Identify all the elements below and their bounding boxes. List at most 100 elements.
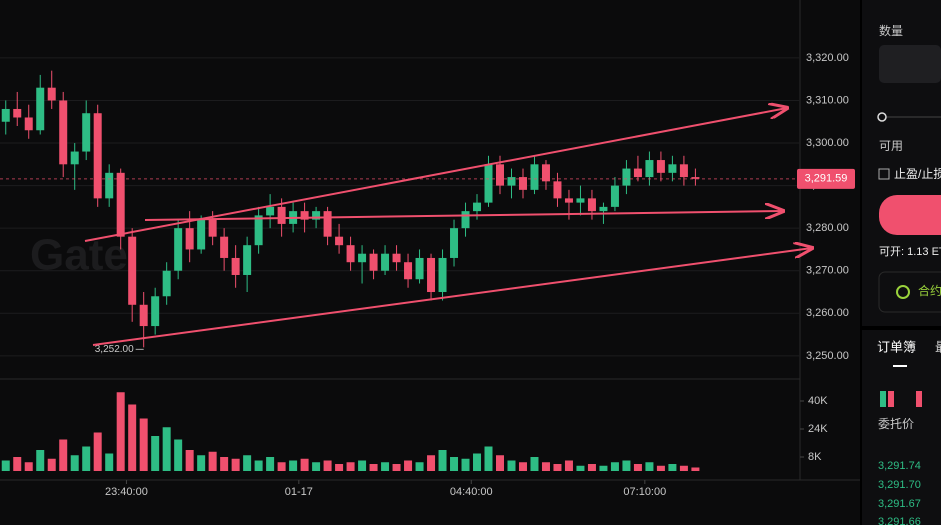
candle-body xyxy=(381,253,390,271)
candle-body xyxy=(24,117,33,131)
quantity-input[interactable] xyxy=(879,45,941,83)
candle-body xyxy=(691,177,700,179)
candle-body xyxy=(59,100,68,165)
volume-bar xyxy=(450,457,459,471)
tpsl-checkbox[interactable] xyxy=(878,168,890,180)
volume-bar xyxy=(404,460,413,471)
volume-bar xyxy=(323,460,332,471)
volume-bar xyxy=(668,464,677,471)
orderbook-tab[interactable]: 订单簿 xyxy=(877,339,916,354)
bid-price: 3,291.66 xyxy=(878,516,921,525)
volume-bar xyxy=(300,458,309,471)
volume-bar xyxy=(220,457,229,471)
volume-bar xyxy=(484,446,493,471)
volume-bar xyxy=(277,462,286,471)
candle-body xyxy=(633,168,642,178)
candle-body xyxy=(231,257,240,275)
volume-bar xyxy=(139,418,148,471)
can-open: 可开: 1.13 ET xyxy=(879,246,941,258)
volume-bar xyxy=(553,464,562,471)
y-tick-label: 3,320.00 xyxy=(806,52,849,64)
volume-bar xyxy=(427,455,436,471)
candle-body xyxy=(461,211,470,229)
volume-bar xyxy=(564,460,573,471)
candle-body xyxy=(116,172,125,237)
candle-body xyxy=(151,296,160,327)
panel-gap xyxy=(862,326,941,330)
candle-body xyxy=(427,257,436,293)
candle-body xyxy=(484,164,493,203)
candle-body xyxy=(656,160,665,173)
contract-box[interactable] xyxy=(878,271,941,313)
x-tick-label: 01-17 xyxy=(285,486,313,498)
x-tick-label: 07:10:00 xyxy=(623,486,666,498)
volume-bar xyxy=(335,464,344,471)
candle-body xyxy=(587,198,596,212)
candle-body xyxy=(599,206,608,212)
volume-bar xyxy=(128,404,137,471)
candle-body xyxy=(105,172,114,199)
candle-body xyxy=(404,262,413,280)
candle-body xyxy=(36,87,45,131)
volume-bar xyxy=(369,464,378,471)
slider-knob[interactable] xyxy=(877,112,887,122)
second-tab[interactable]: 最 xyxy=(935,339,941,354)
last-price-tag xyxy=(797,168,855,189)
volume-bar xyxy=(24,462,33,471)
candle-body xyxy=(323,211,332,237)
candle-body xyxy=(541,164,550,182)
volume-bar xyxy=(116,392,125,471)
candle-body xyxy=(185,228,194,250)
open-button[interactable] xyxy=(879,195,941,235)
volume-bar xyxy=(47,458,56,471)
candle-body xyxy=(346,245,355,263)
volume-bar xyxy=(197,455,206,471)
candle-body xyxy=(679,164,688,178)
bid-price: 3,291.67 xyxy=(878,498,921,510)
volume-bar xyxy=(93,432,102,471)
x-tick-label: 04:40:00 xyxy=(450,486,493,498)
candle-body xyxy=(139,304,148,327)
candle-body xyxy=(335,236,344,246)
candle-body xyxy=(668,164,677,173)
candle-body xyxy=(564,198,573,203)
candle-body xyxy=(438,257,447,293)
volume-tick-label: 8K xyxy=(808,451,822,463)
trend-line xyxy=(92,248,812,346)
volume-bar xyxy=(461,458,470,471)
candle-body xyxy=(208,219,217,237)
volume-bar xyxy=(541,462,550,471)
side-panel xyxy=(862,0,941,525)
volume-bar xyxy=(518,462,527,471)
volume-bar xyxy=(679,465,688,471)
candle-body xyxy=(576,198,585,203)
volume-bar xyxy=(622,460,631,471)
candle-body xyxy=(622,168,631,186)
low-marker-label: 3,252.00 xyxy=(95,344,134,355)
volume-bar xyxy=(162,427,171,471)
candle-body xyxy=(530,164,539,190)
volume-bar xyxy=(289,460,298,471)
volume-bar xyxy=(70,455,79,471)
view-icon[interactable] xyxy=(916,391,922,407)
volume-bar xyxy=(576,465,585,471)
view-icon[interactable] xyxy=(880,391,886,407)
volume-bar xyxy=(1,460,10,471)
view-icon[interactable] xyxy=(888,391,894,407)
y-tick-label: 3,300.00 xyxy=(806,137,849,149)
y-tick-label: 3,280.00 xyxy=(806,222,849,234)
candle-body xyxy=(82,113,91,152)
candle-body xyxy=(645,160,654,178)
x-tick-label: 23:40:00 xyxy=(105,486,148,498)
volume-bar xyxy=(243,455,252,471)
tab-underline xyxy=(893,365,907,367)
candle-body xyxy=(610,185,619,207)
bid-price: 3,291.70 xyxy=(878,479,921,491)
candle-body xyxy=(369,253,378,271)
volume-bar xyxy=(656,465,665,471)
volume-bar xyxy=(174,439,183,471)
volume-tick-label: 40K xyxy=(808,395,828,407)
volume-bar xyxy=(415,462,424,471)
candle-body xyxy=(507,177,516,186)
